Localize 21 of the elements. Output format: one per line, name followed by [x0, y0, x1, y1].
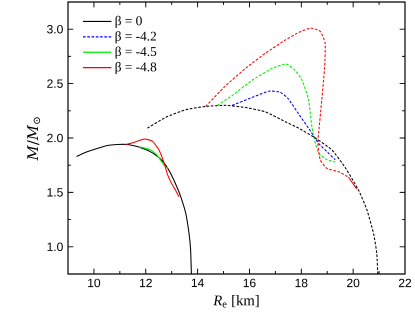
x-axis-title: R$_{e}$ [km] [213, 295, 259, 308]
y-tick-label: 2.5 [47, 79, 63, 88]
y-tick-label: 1.5 [48, 188, 63, 197]
legend-label: β = -4.5 [116, 46, 156, 59]
y-tick-label: 2.0 [47, 134, 63, 142]
x-tick-label: 10 [88, 278, 100, 288]
legend-label: β = 0 [116, 16, 142, 28]
x-tick-label: 16 [244, 278, 256, 288]
legend-label: β = -4.2 [116, 31, 156, 44]
x-tick-label: 22 [398, 278, 412, 288]
line-series [232, 90, 336, 160]
line-series [125, 138, 180, 198]
line-series [216, 63, 336, 162]
line-series [138, 146, 168, 169]
y-tick-label: 1.0 [48, 242, 63, 252]
x-tick-label: 14 [192, 278, 204, 287]
x-tick-label: 12 [140, 278, 152, 288]
y-tick-label: 3.0 [47, 24, 63, 34]
legend-label: β = -4.8 [116, 62, 156, 74]
x-tick-label: 18 [296, 278, 308, 288]
x-tick-label: 20 [347, 278, 360, 288]
